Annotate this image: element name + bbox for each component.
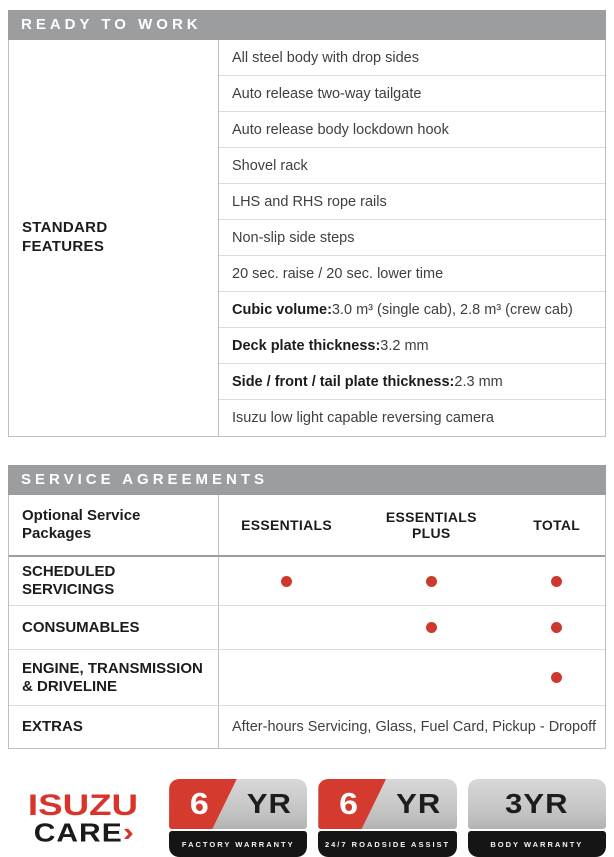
column-header-total: TOTAL bbox=[533, 516, 581, 533]
isuzu-wordmark: ISUZU bbox=[27, 787, 139, 822]
feature-row: Non-slip side steps bbox=[219, 220, 605, 256]
badge-red-shape: 6 bbox=[318, 779, 387, 829]
dot-cell bbox=[219, 672, 354, 683]
standard-features-rows: All steel body with drop sides Auto rele… bbox=[219, 40, 605, 436]
badge-roadside-assist: 6 YR 24/7 ROADSIDE ASSIST bbox=[318, 779, 457, 857]
feature-row: Cubic volume: 3.0 m³ (single cab), 2.8 m… bbox=[219, 292, 605, 328]
isuzu-care-logo: ISUZU CARE› bbox=[8, 787, 158, 849]
badge-red-shape: 6 bbox=[169, 779, 237, 829]
table-row-consumables: CONSUMABLES bbox=[9, 606, 605, 650]
care-wordmark: CARE bbox=[33, 819, 123, 848]
feature-row: Auto release body lockdown hook bbox=[219, 112, 605, 148]
column-header-essentials-plus: ESSENTIALS PLUS bbox=[385, 508, 477, 541]
feature-row: Side / front / tail plate thickness: 2.3… bbox=[219, 364, 605, 400]
feature-row: Auto release two-way tailgate bbox=[219, 76, 605, 112]
feature-row: LHS and RHS rope rails bbox=[219, 184, 605, 220]
standard-features-label-cell: STANDARD FEATURES bbox=[9, 40, 219, 436]
badge-body-warranty: 3 YR BODY WARRANTY bbox=[467, 779, 606, 857]
service-table-header-row: Optional Service Packages ESSENTIALS ESS… bbox=[9, 495, 605, 557]
table-row-engine-transmission-driveline: ENGINE, TRANSMISSION & DRIVELINE bbox=[9, 650, 605, 706]
dot-cell bbox=[508, 672, 605, 683]
badge-caption: FACTORY WARRANTY bbox=[169, 831, 308, 857]
feature-row: Isuzu low light capable reversing camera bbox=[232, 410, 494, 426]
dot-cell bbox=[508, 576, 605, 587]
table-row-extras: EXTRAS After-hours Servicing, Glass, Fue… bbox=[9, 706, 605, 748]
extras-value: After-hours Servicing, Glass, Fuel Card,… bbox=[232, 719, 596, 735]
badge-factory-warranty: 6 YR FACTORY WARRANTY bbox=[169, 779, 308, 857]
feature-row: Deck plate thickness: 3.2 mm bbox=[219, 328, 605, 364]
optional-service-packages-label: Optional Service Packages bbox=[9, 495, 219, 555]
badge-caption: 24/7 ROADSIDE ASSIST bbox=[318, 831, 457, 857]
service-agreements-table: Optional Service Packages ESSENTIALS ESS… bbox=[8, 495, 606, 749]
dot-cell bbox=[508, 622, 605, 633]
badge-caption: BODY WARRANTY bbox=[467, 831, 606, 857]
dot-cell bbox=[354, 622, 508, 633]
dot-cell bbox=[354, 576, 508, 587]
column-header-essentials: ESSENTIALS bbox=[241, 516, 332, 533]
service-agreements-header: SERVICE AGREEMENTS bbox=[8, 465, 606, 495]
dot-cell bbox=[219, 576, 354, 587]
feature-row: Shovel rack bbox=[219, 148, 605, 184]
footer-logos: ISUZU CARE› 6 YR FACTORY WARRANTY 6 YR 2… bbox=[8, 779, 606, 857]
dot-cell bbox=[219, 622, 354, 633]
table-row-scheduled-servicings: SCHEDULED SERVICINGS bbox=[9, 557, 605, 606]
feature-row: 20 sec. raise / 20 sec. lower time bbox=[219, 256, 605, 292]
feature-row: All steel body with drop sides bbox=[219, 40, 605, 76]
ready-to-work-header: READY TO WORK bbox=[8, 10, 606, 40]
dot-cell bbox=[354, 672, 508, 683]
standard-features-label: STANDARD FEATURES bbox=[22, 219, 108, 255]
care-arrow-icon: › bbox=[122, 817, 134, 847]
standard-features-table: STANDARD FEATURES All steel body with dr… bbox=[8, 40, 606, 437]
